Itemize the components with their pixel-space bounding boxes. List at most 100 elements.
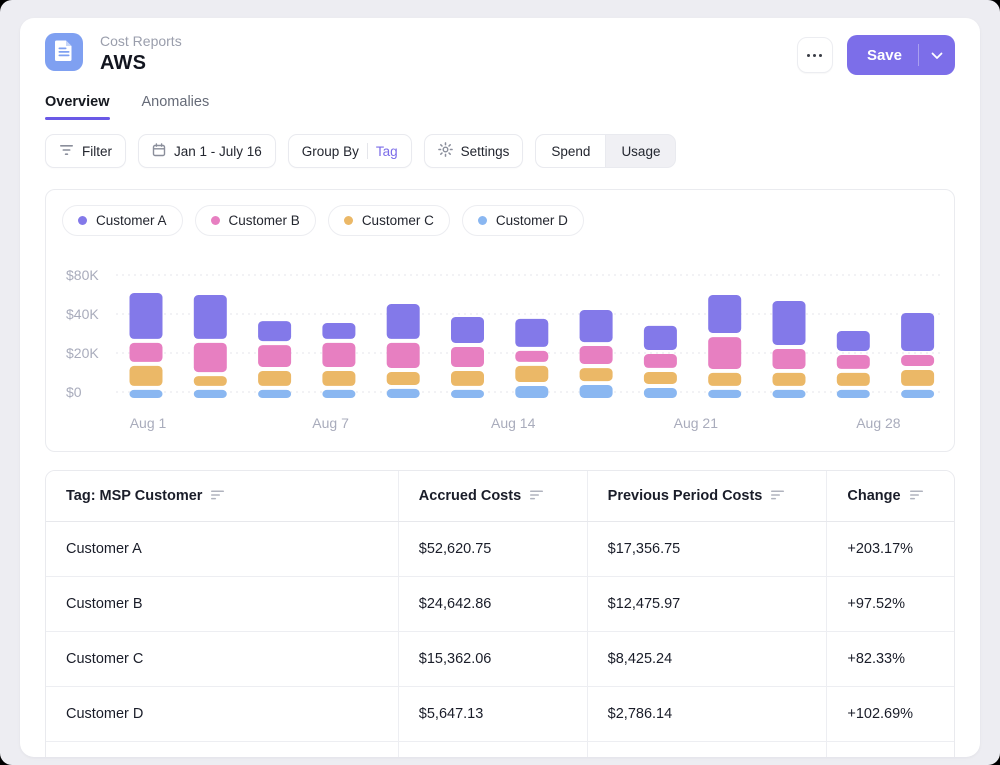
group-by-label: Group By	[301, 143, 359, 159]
save-dropdown-button[interactable]	[919, 48, 955, 63]
bar-segment[interactable]	[258, 321, 292, 342]
bar-segment[interactable]	[643, 388, 677, 398]
toggle-option-usage[interactable]: Usage	[621, 143, 661, 159]
legend-pill[interactable]: Customer A	[62, 205, 183, 236]
table-cell-empty	[826, 740, 954, 757]
bar-segment[interactable]	[836, 355, 870, 369]
bar-segment[interactable]	[772, 372, 806, 386]
bar-segment[interactable]	[708, 389, 742, 398]
save-split-button[interactable]: Save	[846, 35, 955, 75]
legend-pill[interactable]: Customer D	[461, 205, 584, 236]
calendar-icon	[152, 142, 166, 160]
x-axis-label: Aug 14	[491, 415, 536, 431]
bar-segment[interactable]	[386, 388, 420, 398]
bar-segment[interactable]	[386, 342, 420, 368]
bar-segment[interactable]	[901, 370, 935, 386]
bar-segment[interactable]	[901, 355, 935, 366]
bar-segment[interactable]	[322, 371, 356, 386]
table-row[interactable]	[46, 740, 954, 757]
sort-icon[interactable]	[530, 488, 545, 504]
bar-segment[interactable]	[836, 372, 870, 386]
chevron-down-icon	[931, 48, 943, 63]
x-axis-label: Aug 21	[674, 415, 719, 431]
date-range-button[interactable]: Jan 1 - July 16	[138, 134, 276, 168]
bar-segment[interactable]	[772, 389, 806, 398]
bar-segment[interactable]	[322, 323, 356, 339]
bar-segment[interactable]	[193, 295, 227, 339]
table-cell-accrued: $5,647.13	[397, 685, 588, 741]
sort-icon[interactable]	[211, 488, 226, 504]
sort-icon[interactable]	[909, 488, 925, 504]
bar-segment[interactable]	[708, 372, 742, 386]
table-row[interactable]: Customer D $5,647.13 $2,786.14 +102.69%	[46, 685, 954, 741]
filter-button[interactable]: Filter	[45, 134, 126, 168]
bar-segment[interactable]	[579, 310, 613, 343]
bar-segment[interactable]	[515, 386, 549, 398]
more-options-button[interactable]	[796, 37, 833, 73]
bar-segment[interactable]	[193, 342, 227, 373]
bar-segment[interactable]	[451, 317, 484, 343]
y-axis-label: $0	[66, 384, 82, 400]
group-by-value: Tag	[375, 143, 398, 159]
group-by-divider	[366, 143, 368, 159]
table-cell-previous: $2,786.14	[586, 685, 827, 741]
bar-segment[interactable]	[386, 304, 420, 339]
table-cell-accrued: $24,642.86	[397, 575, 588, 631]
table-row[interactable]: Customer B $24,642.86 $12,475.97 +97.52%	[46, 575, 954, 631]
bar-segment[interactable]	[579, 385, 613, 398]
column-label: Change	[847, 487, 901, 504]
bar-segment[interactable]	[708, 295, 742, 333]
tab-anomalies[interactable]: Anomalies	[141, 94, 210, 110]
table-cell-accrued: $15,362.06	[397, 630, 588, 686]
bar-segment[interactable]	[772, 301, 806, 345]
legend-label: Customer C	[361, 213, 434, 228]
bar-segment[interactable]	[258, 389, 292, 398]
table-row[interactable]: Customer C $15,362.06 $8,425.24 +82.33%	[46, 630, 954, 686]
tab-overview[interactable]: Overview	[45, 94, 110, 120]
bar-segment[interactable]	[322, 389, 356, 398]
legend-pill[interactable]: Customer C	[327, 205, 450, 236]
bar-segment[interactable]	[901, 389, 935, 398]
bar-segment[interactable]	[836, 389, 870, 398]
bar-segment[interactable]	[451, 371, 484, 386]
settings-button[interactable]: Settings	[423, 134, 524, 168]
bar-segment[interactable]	[901, 313, 935, 351]
bar-segment[interactable]	[643, 372, 677, 384]
table-row[interactable]: Customer A $52,620.75 $17,356.75 +203.17%	[46, 521, 954, 576]
bar-segment[interactable]	[129, 293, 163, 339]
bar-segment[interactable]	[643, 354, 677, 368]
bar-segment[interactable]	[515, 350, 549, 362]
bar-segment[interactable]	[193, 376, 227, 386]
bar-segment[interactable]	[129, 365, 163, 386]
bar-segment[interactable]	[451, 347, 484, 367]
table-header-cell[interactable]: Previous Period Costs	[586, 471, 827, 522]
bar-segment[interactable]	[643, 325, 677, 350]
save-button-divider	[918, 44, 919, 66]
bar-segment[interactable]	[386, 372, 420, 385]
legend-pill[interactable]: Customer B	[194, 205, 316, 236]
table-header-cell[interactable]: Accrued Costs	[397, 471, 588, 522]
bar-segment[interactable]	[579, 346, 613, 364]
bar-segment[interactable]	[579, 368, 613, 382]
table-cell-empty	[46, 740, 399, 757]
save-button[interactable]: Save	[866, 46, 902, 64]
bar-segment[interactable]	[708, 337, 742, 369]
legend-dot-icon	[477, 216, 487, 225]
sort-icon[interactable]	[771, 488, 786, 504]
bar-segment[interactable]	[515, 365, 549, 382]
bar-segment[interactable]	[772, 349, 806, 369]
bar-segment[interactable]	[515, 318, 549, 347]
bar-segment[interactable]	[129, 342, 163, 362]
bar-segment[interactable]	[451, 389, 484, 398]
bar-segment[interactable]	[193, 389, 227, 398]
bar-segment[interactable]	[258, 345, 292, 367]
bar-segment[interactable]	[322, 342, 356, 367]
toggle-option-spend[interactable]: Spend	[536, 135, 607, 167]
header-titles: Cost Reports AWS	[100, 33, 797, 76]
bar-segment[interactable]	[836, 331, 870, 351]
table-header-cell[interactable]: Tag: MSP Customer	[46, 471, 399, 522]
bar-segment[interactable]	[258, 371, 292, 386]
table-header-cell[interactable]: Change	[826, 471, 954, 522]
group-by-button[interactable]: Group By Tag	[287, 134, 412, 168]
bar-segment[interactable]	[129, 389, 163, 398]
